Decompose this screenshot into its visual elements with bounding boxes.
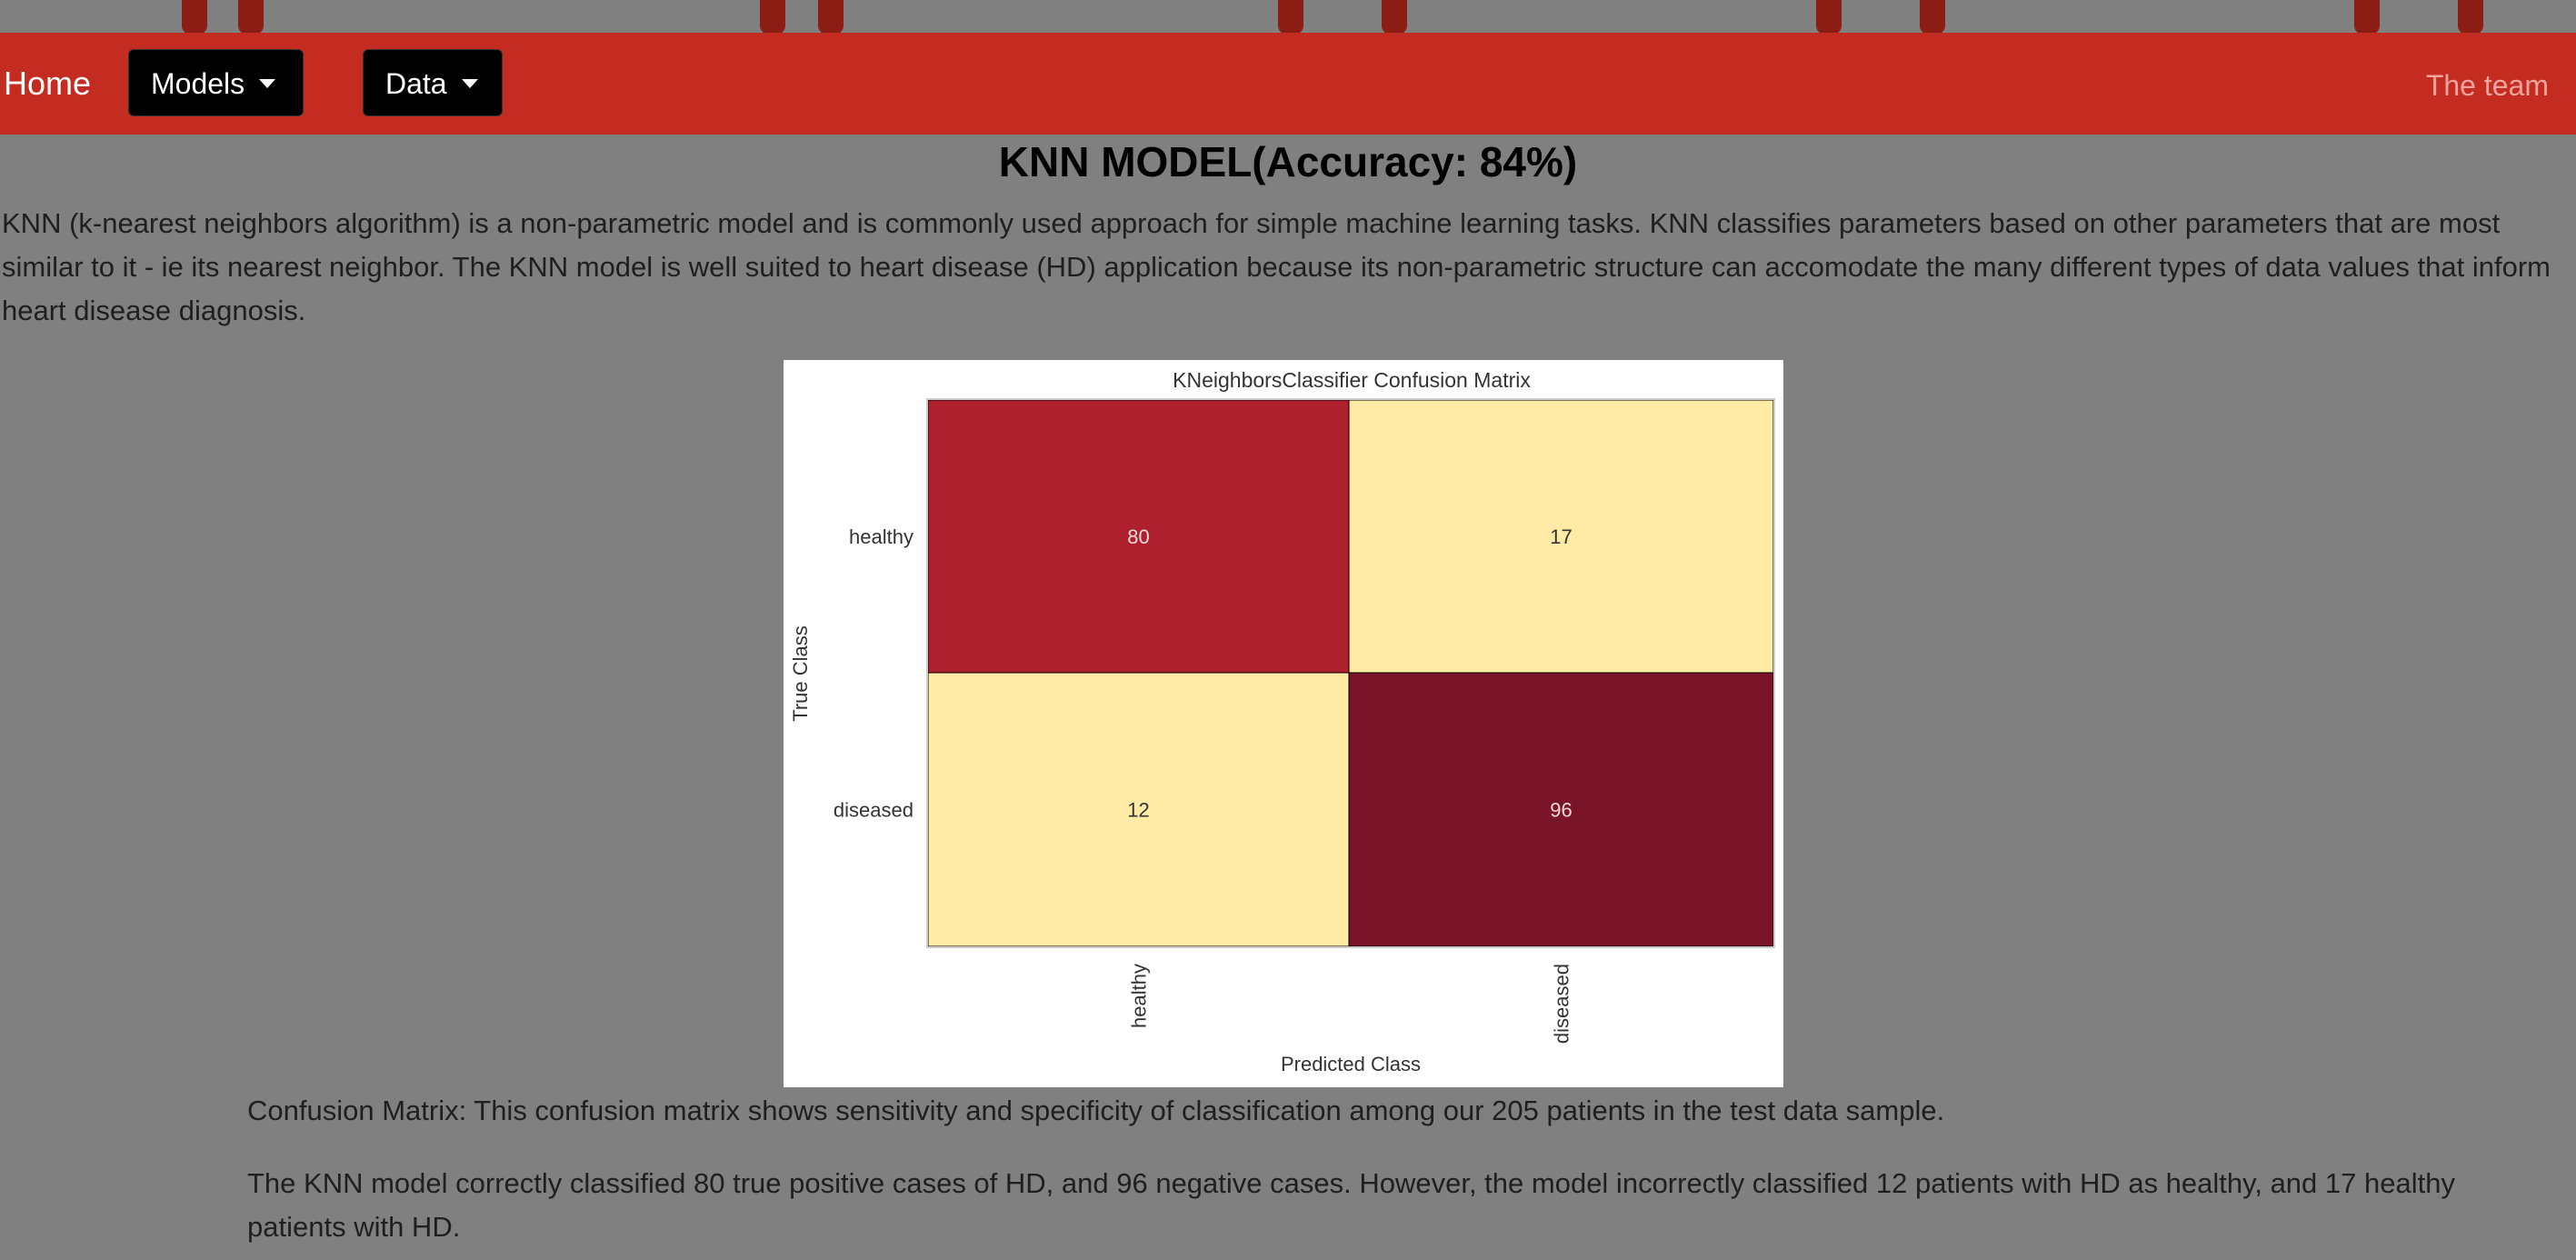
banner-decoration (2458, 0, 2483, 33)
banner-decoration (818, 0, 844, 33)
caret-down-icon (461, 78, 478, 88)
matrix-cell-healthy-diseased (1348, 399, 1774, 674)
caret-down-icon (259, 78, 276, 88)
intro-paragraph: KNN (k-nearest neighbors algorithm) is a… (2, 207, 2551, 326)
matrix-cell-value: 96 (1550, 799, 1572, 822)
y-tick-label: diseased (834, 799, 914, 822)
matrix-cell-value: 80 (1127, 525, 1149, 548)
matrix-cell-diseased-healthy (927, 672, 1350, 947)
banner-decoration (1278, 0, 1303, 33)
data-dropdown-label: Data (385, 67, 447, 100)
banner-decoration (238, 0, 264, 33)
header-banner-image (0, 0, 2576, 33)
x-tick-label: healthy (1128, 964, 1151, 1028)
x-axis-label: Predicted Class (1281, 1053, 1421, 1075)
data-dropdown-button[interactable]: Data (363, 49, 503, 116)
page-title: KNN MODEL(Accuracy: 84%) (998, 138, 1578, 185)
models-dropdown-button[interactable]: Models (128, 49, 304, 116)
models-dropdown-label: Models (151, 67, 245, 100)
matrix-cell-diseased-diseased (1348, 672, 1774, 947)
y-tick-label: healthy (849, 525, 914, 548)
confusion-matrix-figure: KNeighborsClassifier Confusion Matrix 80… (784, 360, 1783, 1087)
banner-decoration (760, 0, 785, 33)
matrix-cell-value: 17 (1550, 525, 1572, 548)
caption-results: The KNN model correctly classified 80 tr… (247, 1167, 2455, 1243)
confusion-matrix-chart: KNeighborsClassifier Confusion Matrix 80… (789, 368, 1775, 1075)
banner-decoration (1382, 0, 1407, 33)
banner-decoration (1816, 0, 1842, 33)
banner-decoration (182, 0, 207, 33)
chart-plot-border (926, 398, 1775, 948)
matrix-cell-healthy-healthy (927, 399, 1350, 674)
home-link[interactable]: Home (4, 65, 92, 102)
navbar: Home Models Data The team (0, 33, 2576, 135)
matrix-cell-value: 12 (1127, 799, 1149, 822)
team-link[interactable]: The team (2425, 69, 2549, 102)
x-tick-label: diseased (1551, 964, 1573, 1044)
caption-confusion-matrix: Confusion Matrix: This confusion matrix … (247, 1095, 1945, 1126)
banner-decoration (1920, 0, 1945, 33)
y-axis-label: True Class (789, 625, 812, 722)
chart-title: KNeighborsClassifier Confusion Matrix (1173, 368, 1531, 392)
banner-decoration (2354, 0, 2380, 33)
